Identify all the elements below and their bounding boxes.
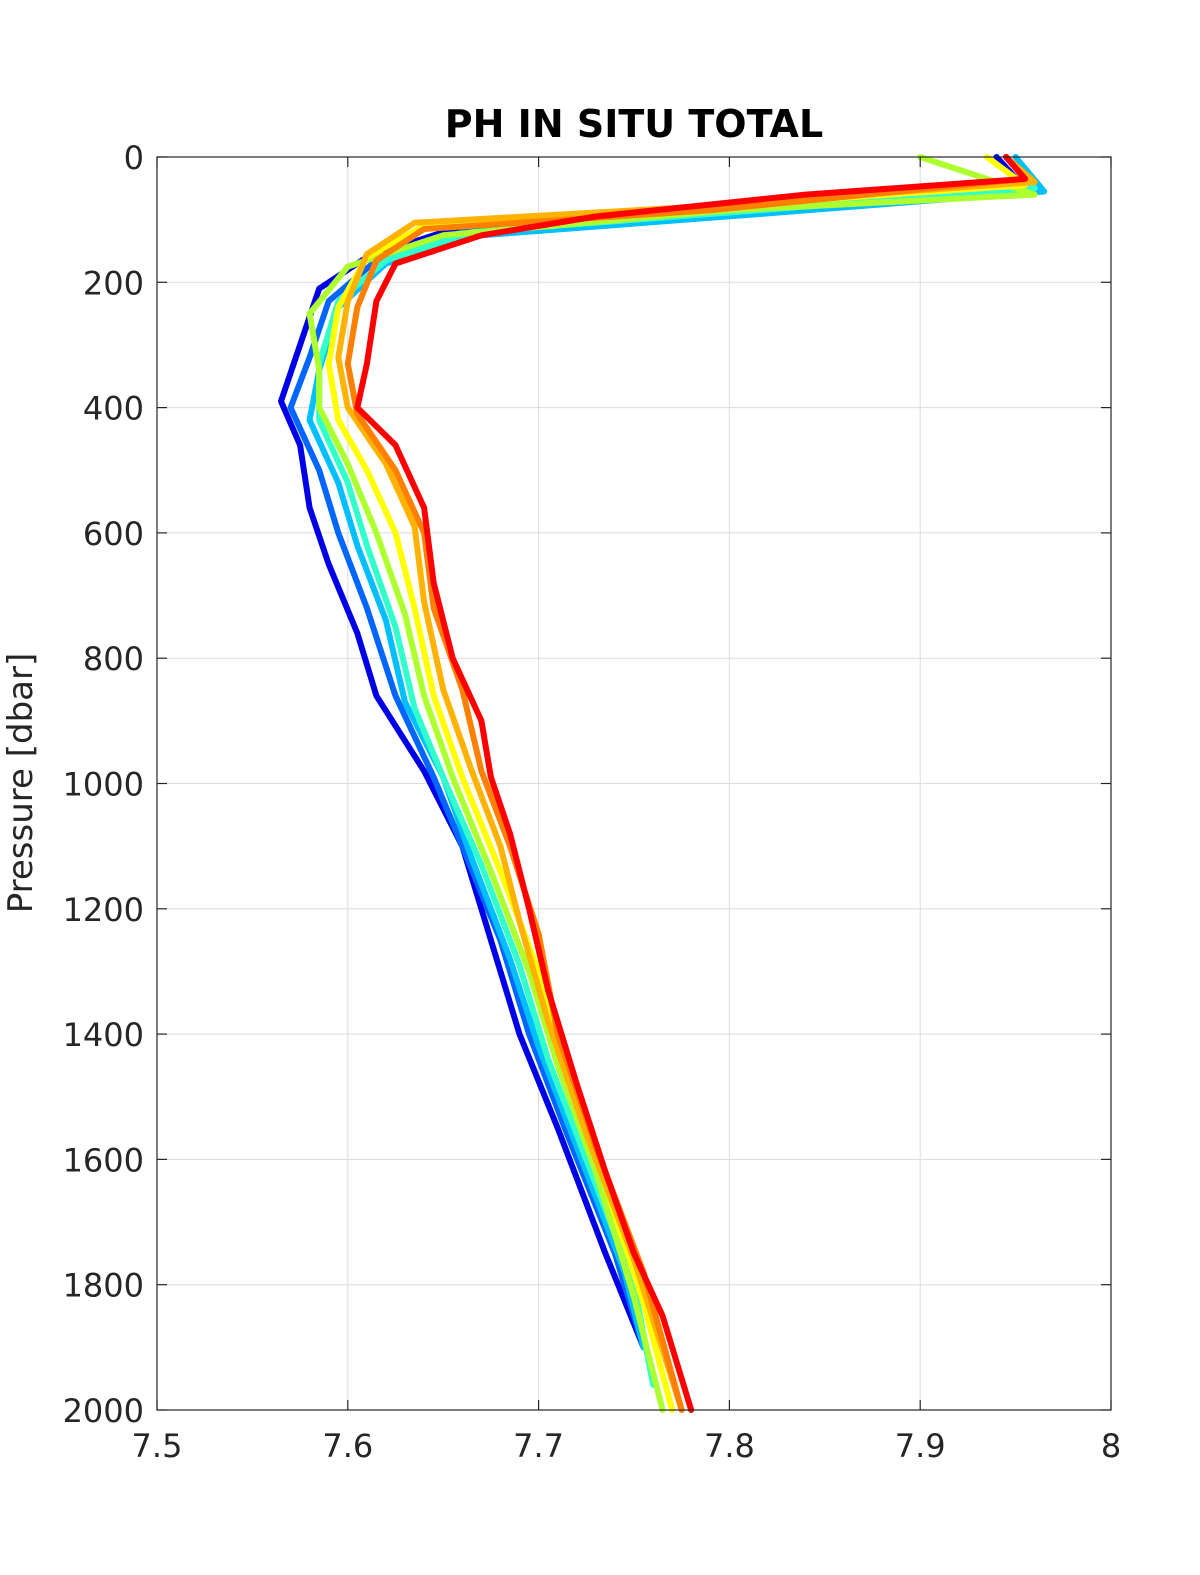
ticks — [156, 156, 1112, 1411]
series-line-5 — [306, 154, 1038, 1413]
series-line-8 — [344, 154, 1029, 1413]
y-tick-label: 1000 — [63, 766, 144, 804]
y-tick-label: 1800 — [63, 1267, 144, 1305]
series-line-7 — [335, 154, 1038, 1413]
x-tick-label: 7.5 — [132, 1427, 183, 1465]
y-tick-label: 400 — [83, 390, 144, 428]
y-tick-label: 2000 — [63, 1392, 144, 1430]
y-tick-label: 1400 — [63, 1016, 144, 1054]
series-line-9 — [354, 154, 1029, 1413]
x-tick-label: 7.8 — [704, 1427, 755, 1465]
y-axis-label: Pressure [dbar] — [1, 653, 41, 914]
y-tick-label: 1200 — [63, 891, 144, 929]
tick-labels: 7.5 7.6 7.7 7.8 7.9 8 0 200 400 600 800 1000 1200 140… — [63, 139, 1122, 1465]
y-tick-label: 800 — [83, 640, 144, 678]
series-group — [278, 154, 1048, 1413]
x-tick-label: 7.7 — [513, 1427, 564, 1465]
x-tick-label: 7.9 — [895, 1427, 946, 1465]
y-tick-label: 200 — [83, 264, 144, 302]
grid — [156, 156, 1112, 1411]
y-tick-label: 600 — [83, 515, 144, 553]
chart-title: PH IN SITU TOTAL — [445, 102, 823, 146]
x-tick-label: 7.6 — [322, 1427, 373, 1465]
y-tick-label: 0 — [124, 139, 144, 177]
y-tick-label: 1600 — [63, 1141, 144, 1179]
x-tick-label: 8 — [1101, 1427, 1121, 1465]
